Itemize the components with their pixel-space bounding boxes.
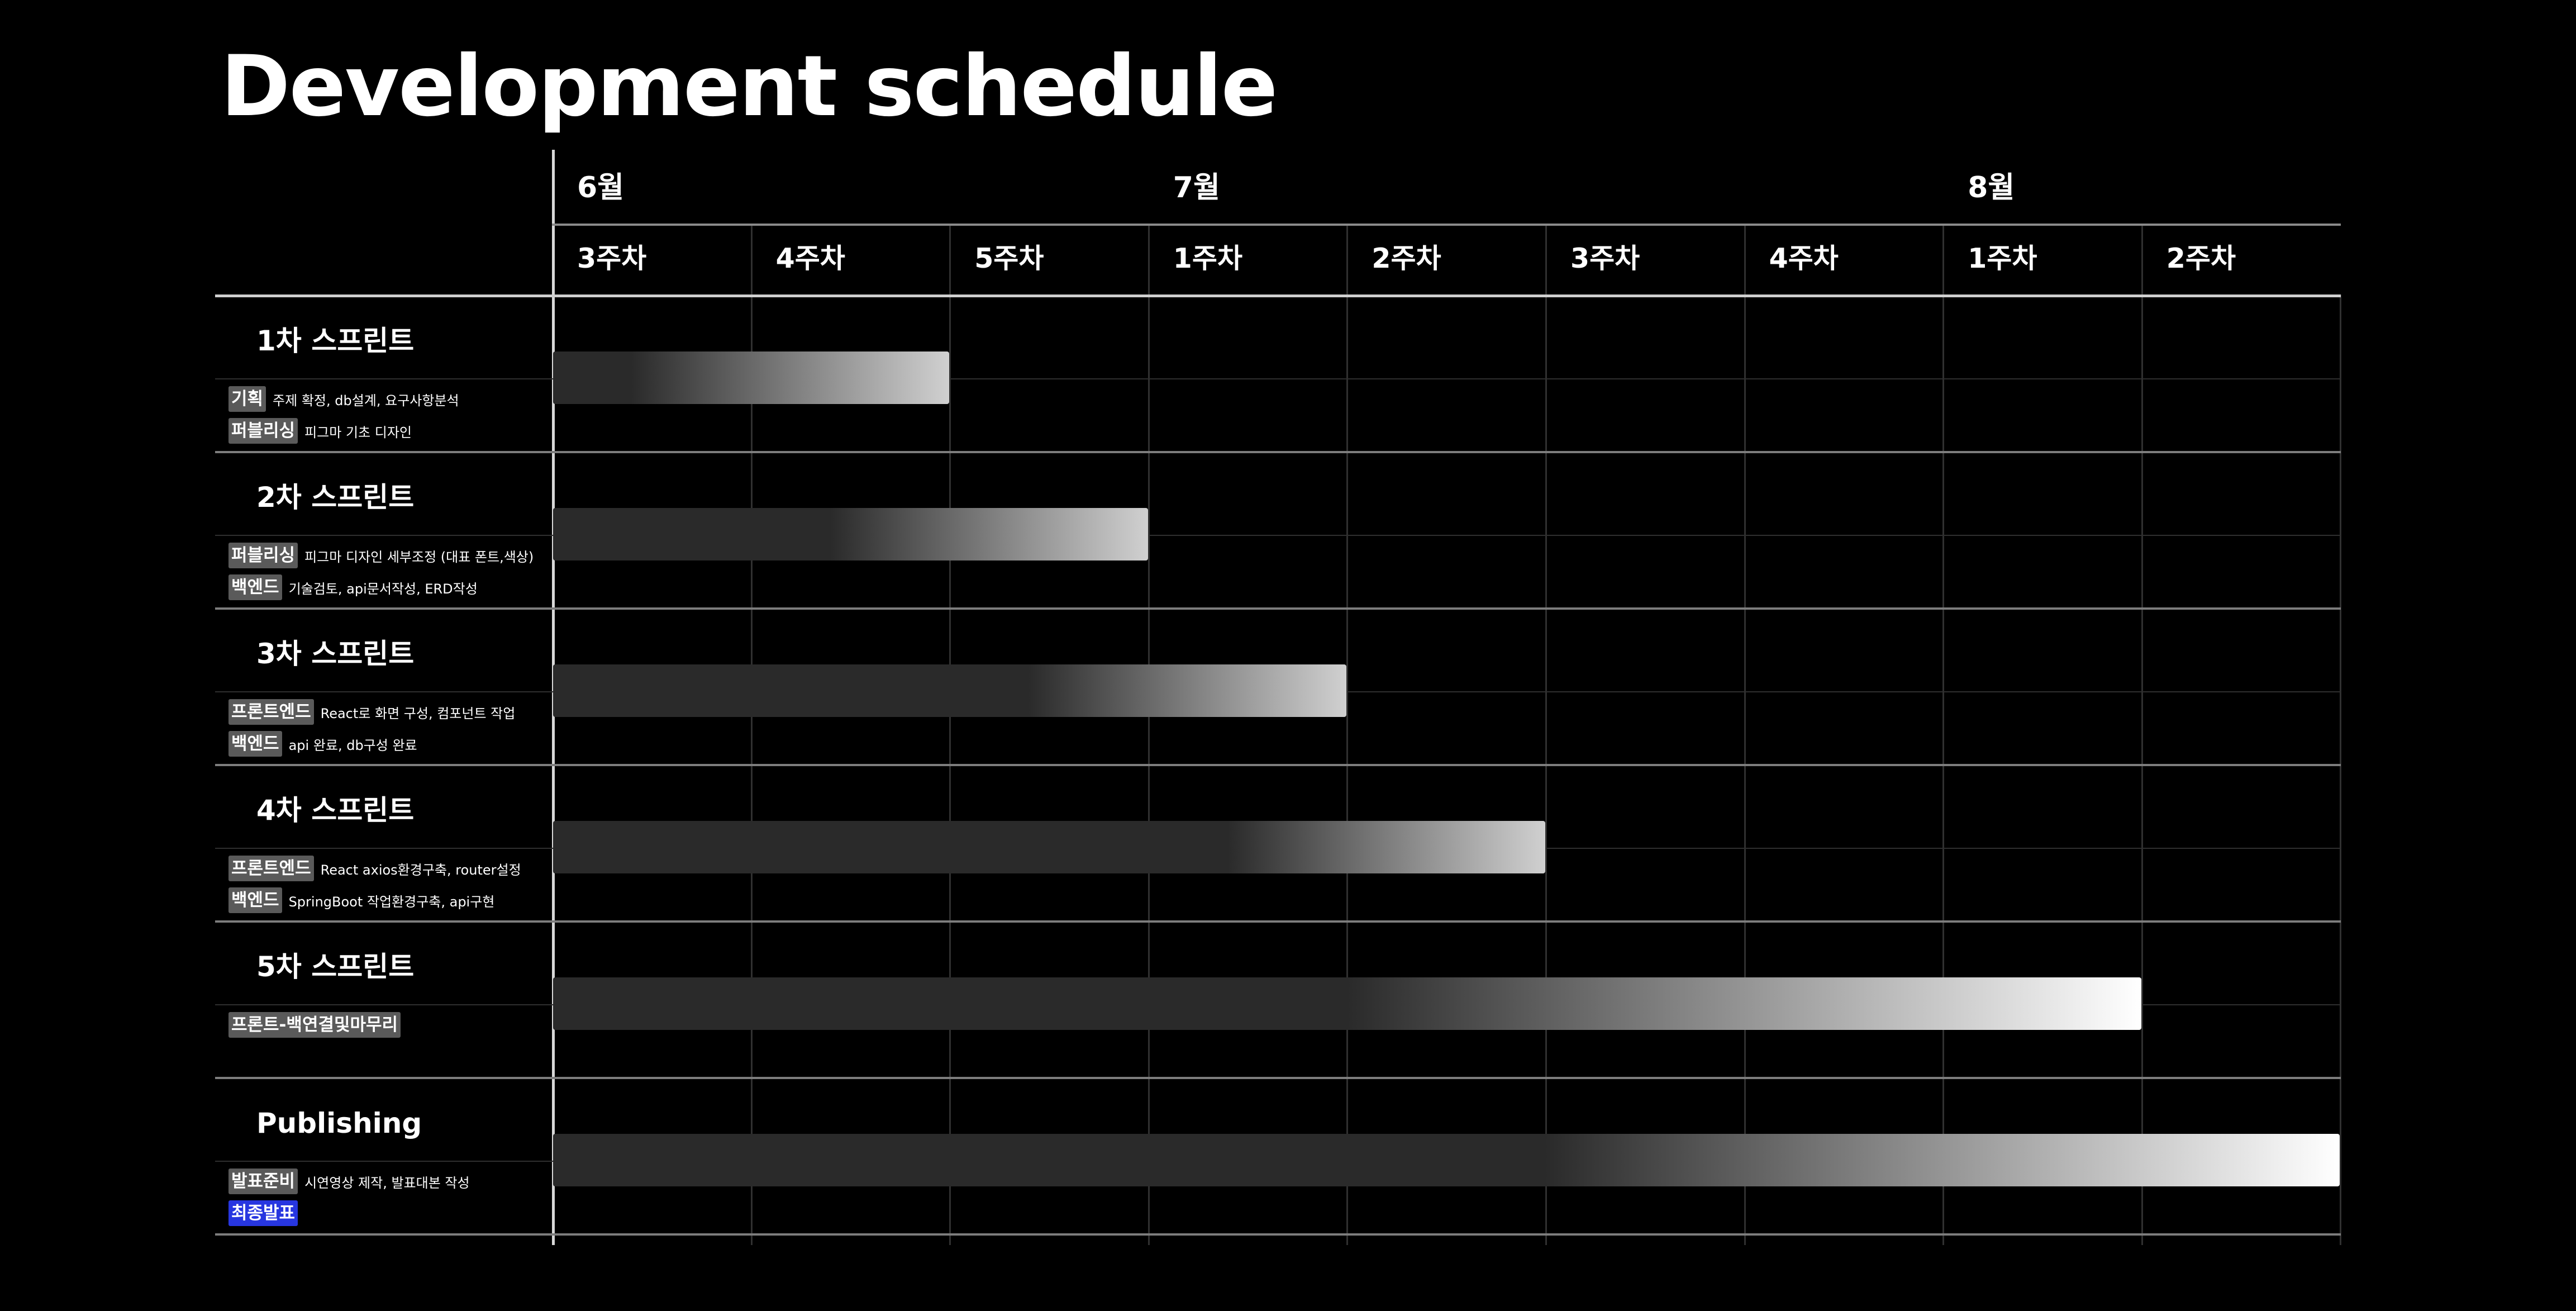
task-item: 프론트엔드 React axios환경구축, router설정 [228, 855, 521, 882]
month-label: 7월 [1173, 171, 1220, 205]
task-item: 백엔드 SpringBoot 작업환경구축, api구현 [228, 887, 494, 914]
row-separator [215, 1233, 2341, 1236]
task-item: 프론트엔드 React로 화면 구성, 컴포넌트 작업 [228, 699, 515, 725]
task-item: 퍼블리싱 피그마 기초 디자인 [228, 417, 412, 444]
header-divider [1942, 224, 1945, 294]
header-divider [2141, 224, 2143, 294]
header-bottom-line [215, 294, 2341, 297]
grid-line-vertical [1942, 294, 1945, 1245]
page-title: Development schedule [221, 38, 1278, 135]
task-description: 기술검토, api문서작성, ERD작성 [288, 581, 478, 597]
task-description: 주제 확정, db설계, 요구사항분석 [273, 392, 459, 408]
gantt-bar [553, 664, 1347, 717]
week-label: 3주차 [577, 243, 647, 274]
task-tag: 프론트-백연결및마무리 [228, 1012, 401, 1038]
grid-line-vertical [1744, 294, 1746, 1245]
task-tag: 백엔드 [228, 574, 282, 600]
week-label: 4주차 [1769, 243, 1839, 274]
task-tag: 퍼블리싱 [228, 418, 298, 444]
grid-line-vertical [949, 294, 951, 1245]
sprint-title: 1차 스프린트 [256, 325, 415, 357]
task-description: React로 화면 구성, 컴포넌트 작업 [320, 705, 516, 721]
task-tag: 백엔드 [228, 731, 282, 757]
gantt-bar [553, 508, 1148, 560]
task-tag: 발표준비 [228, 1168, 298, 1194]
week-label: 1주차 [1173, 243, 1243, 274]
row-mid-line [215, 378, 2341, 379]
task-item: 발표준비 시연영상 제작, 발표대본 작성 [228, 1168, 470, 1195]
header-divider [1744, 224, 1746, 294]
sprint-title: 5차 스프린트 [256, 951, 415, 983]
task-tag: 퍼블리싱 [228, 543, 298, 568]
task-description: api 완료, db구성 완료 [288, 737, 417, 753]
task-tag: 백엔드 [228, 887, 282, 913]
task-description: 피그마 기초 디자인 [304, 424, 412, 440]
row-separator [215, 764, 2341, 766]
task-item: 백엔드 기술검토, api문서작성, ERD작성 [228, 574, 478, 601]
task-item: 기획 주제 확정, db설계, 요구사항분석 [228, 386, 459, 412]
month-divider [552, 224, 2341, 226]
week-label: 3주차 [1570, 243, 1640, 274]
grid-line-vertical [2141, 294, 2143, 1245]
task-item: 프론트-백연결및마무리 [228, 1011, 401, 1038]
grid-line-vertical [2340, 294, 2342, 1245]
row-separator [215, 607, 2341, 610]
header-divider [1545, 224, 1547, 294]
row-separator [215, 1077, 2341, 1079]
week-label: 5주차 [974, 243, 1044, 274]
sprint-title: 4차 스프린트 [256, 794, 415, 826]
gantt-bar [553, 977, 2141, 1030]
row-separator [215, 920, 2341, 923]
task-description: SpringBoot 작업환경구축, api구현 [288, 894, 495, 910]
sprint-title: 2차 스프린트 [256, 481, 415, 514]
task-item: 최종발표 [228, 1200, 298, 1227]
row-mid-line [215, 535, 2341, 536]
task-item: 백엔드 api 완료, db구성 완료 [228, 730, 417, 757]
month-label: 6월 [577, 171, 625, 205]
task-item: 퍼블리싱 피그마 디자인 세부조정 (대표 폰트,색상) [228, 542, 534, 569]
task-description: 피그마 디자인 세부조정 (대표 폰트,색상) [304, 549, 534, 565]
week-label: 2주차 [1372, 243, 1441, 274]
row-separator [215, 451, 2341, 453]
task-tag: 프론트엔드 [228, 699, 314, 725]
gantt-bar [553, 352, 950, 404]
grid-line-vertical [1346, 294, 1349, 1245]
task-description: React axios환경구축, router설정 [320, 862, 521, 878]
task-tag: 최종발표 [228, 1200, 298, 1226]
week-label: 4주차 [775, 243, 845, 274]
grid-line-vertical [750, 294, 753, 1245]
gantt-bar [553, 821, 1545, 873]
header-divider [1147, 224, 1150, 294]
week-label: 2주차 [2166, 243, 2236, 274]
task-description: 시연영상 제작, 발표대본 작성 [304, 1175, 470, 1191]
grid-line-vertical [1147, 294, 1150, 1245]
sprint-title: Publishing [256, 1107, 422, 1139]
task-tag: 기획 [228, 386, 266, 412]
grid-line-vertical [1545, 294, 1547, 1245]
task-tag: 프론트엔드 [228, 856, 314, 881]
week-label: 1주차 [1968, 243, 2037, 274]
header-divider [750, 224, 753, 294]
header-divider [1346, 224, 1349, 294]
gantt-bar [553, 1134, 2340, 1186]
month-label: 8월 [1968, 171, 2015, 205]
header-divider [949, 224, 951, 294]
sprint-title: 3차 스프린트 [256, 638, 415, 670]
